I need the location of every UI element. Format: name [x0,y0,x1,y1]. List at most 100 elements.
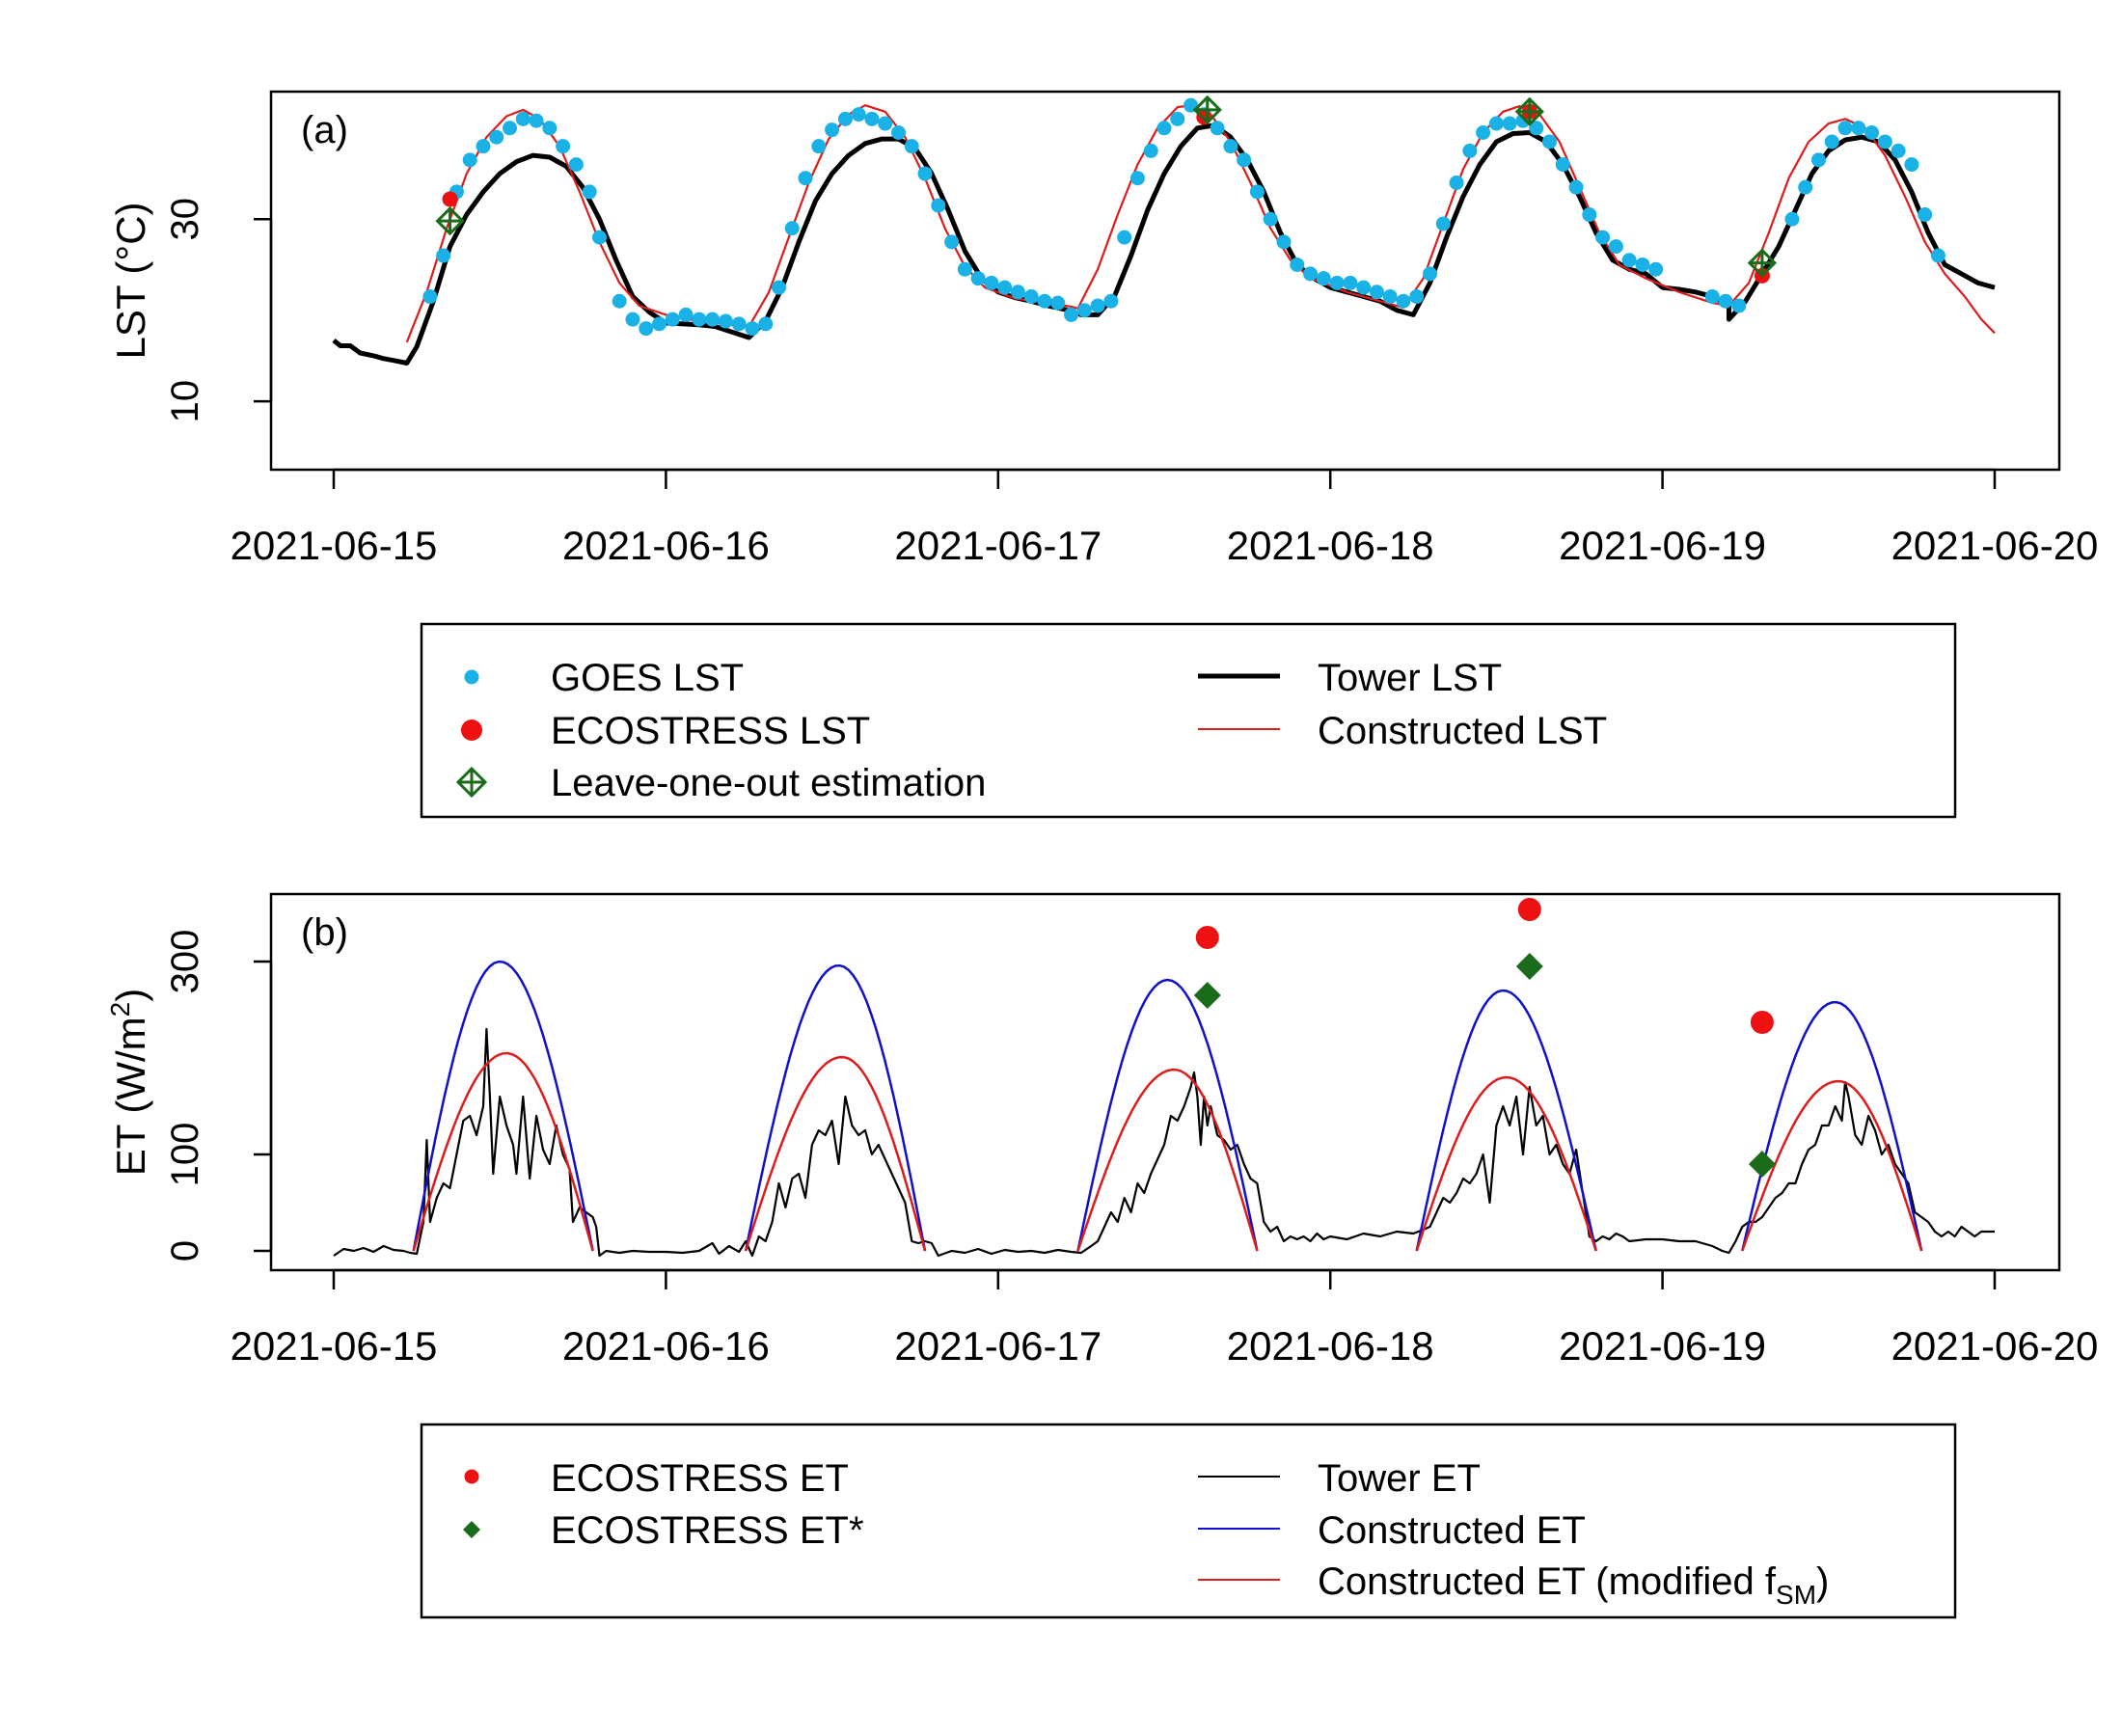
goes-point-7 [515,111,530,126]
goes-point-18 [665,312,680,327]
goes-point-25 [758,316,774,332]
goes-point-12 [582,184,597,200]
goes-point-11 [568,157,584,173]
legend-a-frame [420,622,1957,819]
goes-point-62 [1249,184,1265,200]
series-curve-b-constructed-et-1 [744,963,927,1252]
goes-point-91 [1635,257,1650,272]
y-tick-label-a-0: 10 [164,380,206,423]
legend-ecostress-label: ECOSTRESS LST [551,710,870,752]
goes-point-105 [1904,157,1919,173]
plot-frame-b [269,892,2061,1272]
goes-point-76 [1435,216,1451,231]
legend-ecostress-et-star-marker [463,1521,480,1538]
legend-constructed-label: Constructed LST [1318,710,1607,752]
goes-point-44 [1010,285,1025,300]
goes-point-101 [1851,121,1866,136]
goes-point-80 [1488,116,1504,131]
goes-point-94 [1718,293,1733,309]
goes-point-93 [1704,289,1720,305]
y-axis-label-b-sup: 2 [105,1002,135,1017]
loo-point-1 [1192,95,1222,125]
ecostress-et-star-point-2 [1748,1151,1776,1178]
goes-point-8 [529,113,544,128]
legend-modified-suffix: ) [1816,1560,1829,1603]
goes-point-23 [731,316,747,332]
legend-modified-sub: SM [1776,1580,1816,1610]
goes-point-32 [851,107,866,122]
goes-point-15 [625,312,640,327]
goes-point-31 [837,111,853,126]
panel-label-b: (b) [301,911,348,954]
series-curve-b-constructed-et-0 [412,960,594,1252]
plot-frame-a [269,90,2061,472]
goes-point-96 [1784,211,1800,227]
legend-ecostress-et-marker [464,1469,479,1484]
x-tick-label-b-0: 2021-06-15 [231,1323,438,1369]
legend-tower-label: Tower LST [1318,657,1502,699]
goes-point-68 [1329,275,1345,290]
goes-point-64 [1276,234,1292,250]
ecostress-et-star-point-1 [1515,953,1543,980]
goes-point-53 [1129,171,1145,186]
goes-point-92 [1648,261,1664,277]
goes-point-66 [1303,266,1319,282]
goes-point-13 [592,230,608,245]
goes-point-47 [1050,295,1066,311]
series-curve-b-constructed-et-modified-fsm-4 [1741,1079,1923,1252]
goes-point-19 [678,307,694,322]
x-tick-label-b-4: 2021-06-19 [1559,1323,1766,1369]
ecostress-et-point-0 [1195,926,1219,949]
goes-point-61 [1237,152,1252,168]
series-line-b-tower-et [333,1027,1995,1258]
panel-label-a: (a) [301,109,348,151]
goes-point-27 [784,221,800,236]
goes-point-59 [1210,121,1225,136]
y-axis-b: 0 100 300 [164,930,273,1261]
y-axis-label-b-suffix: ) [108,989,153,1002]
goes-point-48 [1064,307,1079,322]
goes-point-85 [1555,157,1570,173]
goes-point-70 [1356,280,1372,295]
goes-point-55 [1156,121,1172,136]
goes-point-78 [1462,143,1478,158]
goes-point-14 [612,293,627,309]
x-tick-label-b-3: 2021-06-18 [1227,1323,1434,1369]
x-tick-label-a-0: 2021-06-15 [231,523,438,568]
goes-point-0 [422,289,438,305]
goes-point-54 [1143,143,1158,158]
goes-point-10 [556,139,571,154]
goes-point-95 [1731,298,1747,313]
goes-point-99 [1824,134,1839,149]
legend-tower-et-label: Tower ET [1318,1457,1481,1500]
goes-point-83 [1529,121,1544,136]
x-tick-label-b-5: 2021-06-20 [1891,1323,2099,1369]
y-tick-label-a-1: 30 [164,198,206,241]
goes-point-75 [1423,266,1438,282]
goes-point-106 [1918,207,1933,223]
goes-point-107 [1930,248,1945,263]
series-curve-b-constructed-et-modified-fsm-1 [744,1055,927,1252]
goes-point-71 [1369,285,1384,300]
goes-point-33 [864,111,880,126]
goes-point-49 [1076,303,1092,318]
loo-point-3 [1747,248,1778,278]
x-tick-label-a-1: 2021-06-16 [562,523,770,568]
series-b [333,898,1995,1258]
series-curve-b-constructed-et-2 [1076,978,1259,1252]
y-tick-label-b-0: 0 [164,1240,206,1261]
goes-point-103 [1877,134,1892,149]
goes-point-84 [1542,134,1558,149]
goes-point-45 [1023,289,1039,305]
legend-goes-marker [464,669,479,685]
goes-point-73 [1396,293,1411,309]
goes-point-98 [1810,152,1826,168]
goes-point-38 [931,198,946,213]
goes-point-6 [503,121,518,136]
ecostress-et-star-point-0 [1193,982,1221,1009]
goes-point-79 [1476,125,1491,141]
goes-point-9 [542,121,558,136]
goes-point-86 [1568,179,1584,195]
